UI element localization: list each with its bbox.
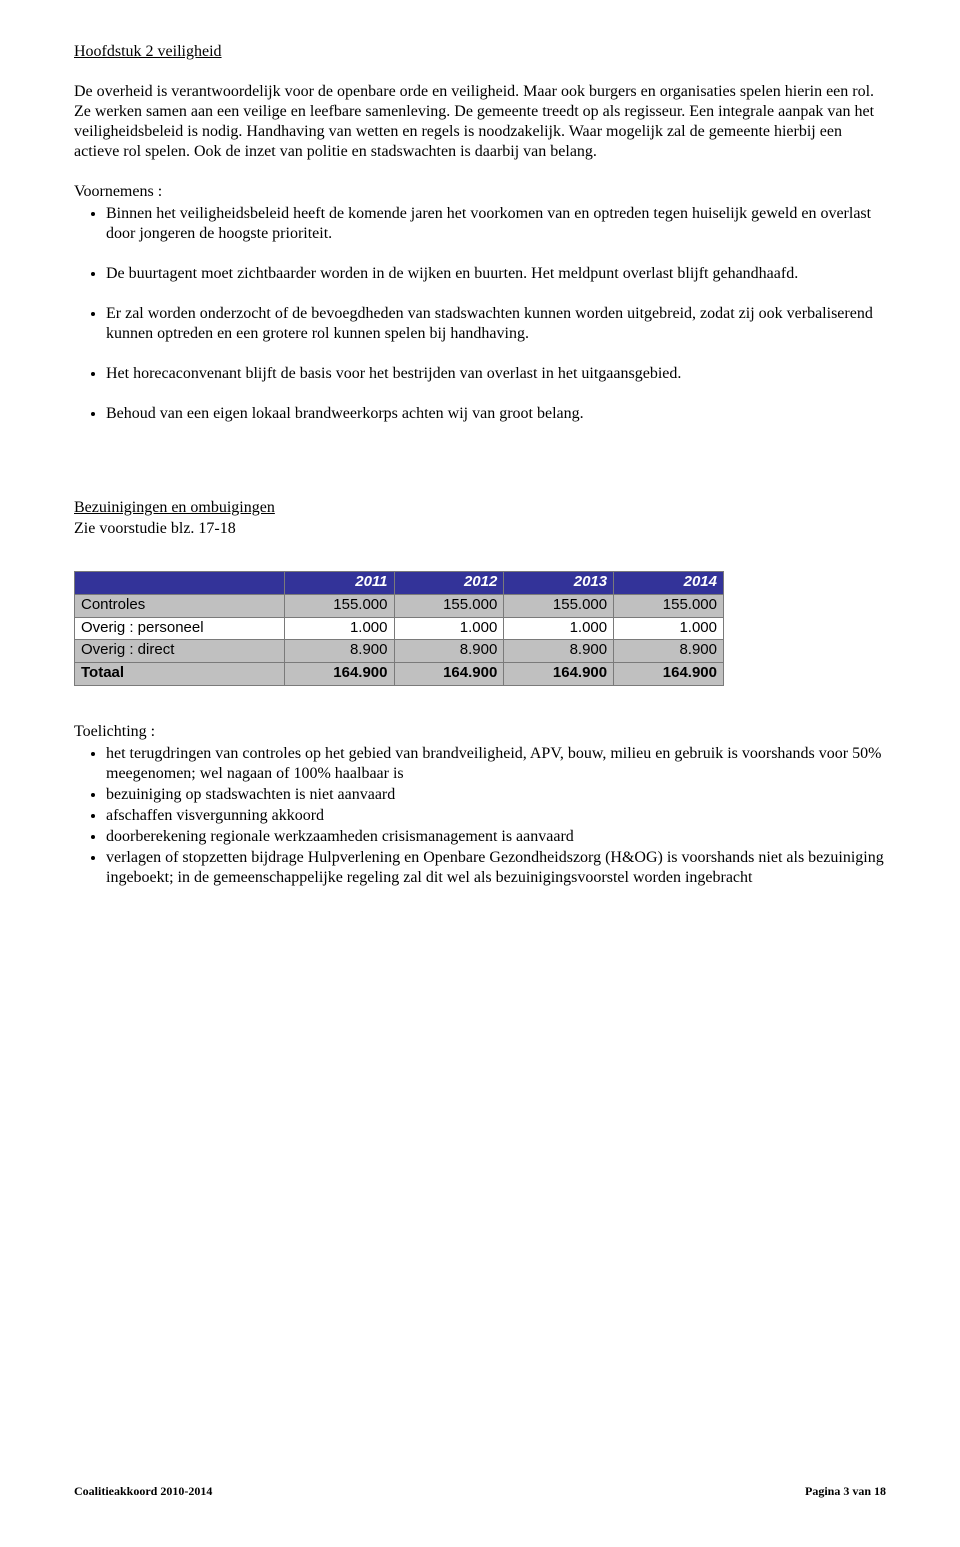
toelichting-list: het terugdringen van controles op het ge… xyxy=(74,744,886,888)
table-cell: 155.000 xyxy=(394,594,504,617)
footer-right: Pagina 3 van 18 xyxy=(805,1484,886,1499)
voornemens-label: Voornemens : xyxy=(74,182,886,202)
list-item: Behoud van een eigen lokaal brandweerkor… xyxy=(106,404,886,424)
table-header-year: 2011 xyxy=(284,572,394,595)
voornemens-list: Binnen het veiligheidsbeleid heeft de ko… xyxy=(74,204,886,424)
table-cell: 1.000 xyxy=(394,617,504,640)
table-total-cell: 164.900 xyxy=(614,663,724,686)
finance-table: 2011 2012 2013 2014 Controles 155.000 15… xyxy=(74,571,724,686)
list-item: het terugdringen van controles op het ge… xyxy=(106,744,886,784)
table-header-year: 2014 xyxy=(614,572,724,595)
table-total-cell: 164.900 xyxy=(284,663,394,686)
list-item: bezuiniging op stadswachten is niet aanv… xyxy=(106,785,886,805)
page-footer: Coalitieakkoord 2010-2014 Pagina 3 van 1… xyxy=(74,1484,886,1499)
list-item: De buurtagent moet zichtbaarder worden i… xyxy=(106,264,886,284)
list-item: afschaffen visvergunning akkoord xyxy=(106,806,886,826)
table-cell: 8.900 xyxy=(284,640,394,663)
table-cell: 1.000 xyxy=(614,617,724,640)
table-cell: 155.000 xyxy=(284,594,394,617)
intro-paragraph: De overheid is verantwoordelijk voor de … xyxy=(74,82,886,162)
table-row: Controles 155.000 155.000 155.000 155.00… xyxy=(75,594,724,617)
toelichting-label: Toelichting : xyxy=(74,722,886,742)
table-header-year: 2013 xyxy=(504,572,614,595)
table-total-label: Totaal xyxy=(75,663,285,686)
table-row-label: Overig : direct xyxy=(75,640,285,663)
table-header-row: 2011 2012 2013 2014 xyxy=(75,572,724,595)
list-item: doorberekening regionale werkzaamheden c… xyxy=(106,827,886,847)
list-item: Binnen het veiligheidsbeleid heeft de ko… xyxy=(106,204,886,244)
chapter-title: Hoofdstuk 2 veiligheid xyxy=(74,42,886,62)
list-item: Er zal worden onderzocht of de bevoegdhe… xyxy=(106,304,886,344)
list-item: verlagen of stopzetten bijdrage Hulpverl… xyxy=(106,848,886,888)
bezuinigingen-heading: Bezuinigingen en ombuigingen xyxy=(74,498,886,518)
table-row-label: Overig : personeel xyxy=(75,617,285,640)
list-item: Het horecaconvenant blijft de basis voor… xyxy=(106,364,886,384)
table-cell: 8.900 xyxy=(504,640,614,663)
table-header-year: 2012 xyxy=(394,572,504,595)
footer-left: Coalitieakkoord 2010-2014 xyxy=(74,1484,212,1499)
table-header-blank xyxy=(75,572,285,595)
table-row-label: Controles xyxy=(75,594,285,617)
table-cell: 8.900 xyxy=(614,640,724,663)
table-cell: 8.900 xyxy=(394,640,504,663)
table-row: Overig : personeel 1.000 1.000 1.000 1.0… xyxy=(75,617,724,640)
table-cell: 1.000 xyxy=(284,617,394,640)
table-cell: 155.000 xyxy=(504,594,614,617)
table-cell: 1.000 xyxy=(504,617,614,640)
table-cell: 155.000 xyxy=(614,594,724,617)
table-total-row: Totaal 164.900 164.900 164.900 164.900 xyxy=(75,663,724,686)
table-total-cell: 164.900 xyxy=(394,663,504,686)
table-total-cell: 164.900 xyxy=(504,663,614,686)
bezuinigingen-subref: Zie voorstudie blz. 17-18 xyxy=(74,519,886,539)
table-row: Overig : direct 8.900 8.900 8.900 8.900 xyxy=(75,640,724,663)
